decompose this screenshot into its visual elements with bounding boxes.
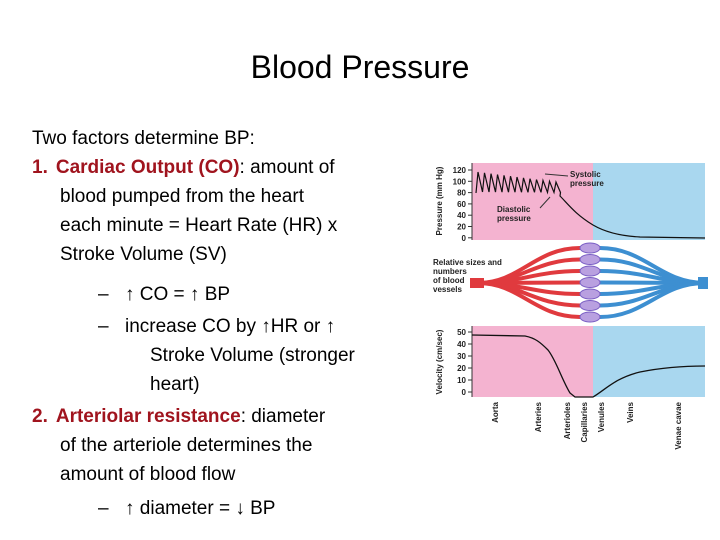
- body-line: ↑ CO = ↑ BP: [125, 284, 230, 305]
- tick-label: 50: [457, 328, 466, 337]
- term: Cardiac Output (CO): [56, 157, 240, 178]
- vessels-label: Relative sizes and: [433, 258, 502, 267]
- list-number: 1.: [32, 157, 48, 178]
- leader: [539, 196, 551, 209]
- tick-label: 100: [453, 177, 467, 186]
- capillary: [579, 265, 601, 277]
- vessels-label: of blood: [433, 276, 465, 285]
- tick-label: 30: [457, 352, 466, 361]
- tick-label: 80: [457, 189, 466, 198]
- list-number: 2.: [32, 406, 48, 427]
- vessels-label: vessels: [433, 285, 462, 294]
- vein-zone: [593, 326, 705, 397]
- body-line: Stroke Volume (SV): [60, 244, 227, 265]
- vena-cava: [698, 277, 708, 289]
- body-line: Two factors determine BP:: [32, 128, 255, 149]
- body-line: blood pumped from the heart: [60, 186, 305, 207]
- capillary: [579, 300, 601, 311]
- body-line: ↑ diameter = ↓ BP: [125, 498, 275, 519]
- capillary: [579, 254, 601, 265]
- tick-label: 40: [457, 340, 466, 349]
- body-line: Stroke Volume (stronger: [150, 345, 356, 366]
- term: Arteriolar resistance: [56, 406, 241, 427]
- tick-label: 60: [457, 200, 466, 209]
- pressure-curve: [475, 171, 706, 239]
- bullet: –: [98, 284, 109, 305]
- systolic-label: Systolic: [570, 170, 601, 179]
- segment-label: Venules: [597, 401, 606, 432]
- vein: [599, 281, 706, 319]
- tick-label: 40: [457, 211, 466, 220]
- body-line: each minute = Heart Rate (HR) x: [60, 215, 338, 236]
- capillary: [579, 311, 601, 323]
- segment-label: Veins: [626, 401, 635, 422]
- axis-title: Velocity (cm/sec): [435, 329, 444, 394]
- bullet: –: [98, 316, 109, 337]
- tick-label: 0: [462, 234, 467, 243]
- tick-label: 120: [453, 166, 467, 175]
- body-text: : diameter: [241, 406, 326, 427]
- body-line: heart): [150, 374, 200, 395]
- segment-label: Arteries: [534, 401, 543, 432]
- body-line: increase CO by ↑HR or ↑: [125, 316, 335, 337]
- capillary: [579, 288, 601, 300]
- body-line: 2. Arteriolar resistance: diameter: [32, 406, 326, 427]
- capillary: [579, 242, 601, 254]
- artery-zone: [472, 163, 593, 240]
- aorta: [470, 278, 484, 288]
- figure: Pressure (mm Hg) 120100806040200Systolicp…: [433, 163, 708, 450]
- body-text: : amount of: [240, 157, 336, 178]
- body-line: amount of blood flow: [60, 464, 236, 485]
- body-line: 1. Cardiac Output (CO): amount of: [32, 157, 335, 178]
- artery-zone: [472, 326, 593, 397]
- axis-title: Pressure (mm Hg): [435, 166, 444, 235]
- segment-label: Venae cavae: [674, 401, 683, 449]
- velocity-curve: [471, 334, 706, 398]
- tick-label: 0: [462, 388, 467, 397]
- diastolic-label: pressure: [497, 214, 531, 223]
- segment-label: Capillaries: [580, 401, 589, 442]
- tick-label: 10: [457, 376, 466, 385]
- tick-label: 20: [457, 223, 466, 232]
- artery: [477, 281, 581, 319]
- vein-zone: [593, 163, 705, 240]
- systolic-label: pressure: [570, 179, 604, 188]
- slide-title: Blood Pressure: [251, 49, 470, 85]
- segment-label: Aorta: [491, 401, 500, 422]
- body-line: of the arteriole determines the: [60, 435, 312, 456]
- diastolic-label: Diastolic: [497, 205, 531, 214]
- tick-label: 20: [457, 364, 466, 373]
- bullet: –: [98, 498, 109, 519]
- vessels-label: numbers: [433, 267, 467, 276]
- leader: [544, 173, 569, 177]
- capillary: [579, 277, 601, 288]
- segment-label: Arterioles: [563, 401, 572, 439]
